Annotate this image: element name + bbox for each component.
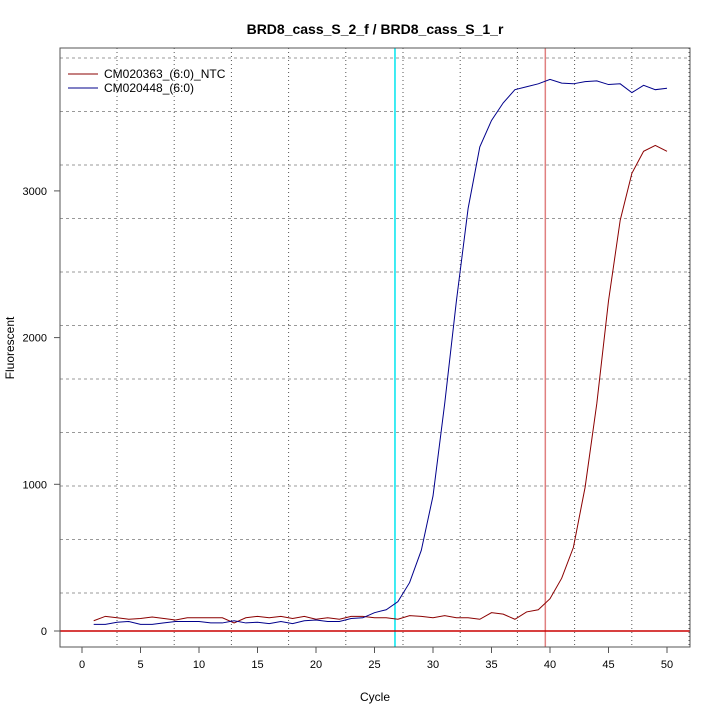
x-tick-label: 45	[602, 659, 614, 671]
x-tick-label: 50	[661, 659, 673, 671]
x-tick-label: 20	[310, 659, 322, 671]
series-line-1	[93, 78, 668, 625]
x-axis-label: Cycle	[360, 690, 390, 704]
series-group	[93, 78, 668, 625]
x-tick-label: 40	[544, 659, 556, 671]
y-axis-label: Fluorescent	[3, 316, 17, 379]
y-tick-label: 0	[41, 626, 47, 638]
legend-label-1: CM020448_(6:0)	[104, 81, 194, 95]
y-axis: 0 1000 2000 3000	[23, 186, 60, 638]
y-tick-label: 3000	[23, 186, 47, 198]
x-tick-label: 5	[137, 659, 143, 671]
legend: CM020363_(6:0)_NTC CM020448_(6:0)	[68, 67, 226, 95]
x-tick-label: 25	[368, 659, 380, 671]
x-tick-label: 35	[485, 659, 497, 671]
x-axis: 0 5 10 15 20 25 30 35 40 45 50	[79, 647, 673, 671]
y-tick-label: 2000	[23, 333, 47, 345]
markers	[60, 48, 690, 647]
x-tick-label: 30	[427, 659, 439, 671]
x-tick-label: 15	[251, 659, 263, 671]
x-tick-label: 10	[193, 659, 205, 671]
grid	[60, 48, 690, 647]
legend-label-0: CM020363_(6:0)_NTC	[104, 67, 226, 81]
plot-frame	[59, 47, 691, 648]
y-tick-label: 1000	[23, 479, 47, 491]
chart-title: BRD8_cass_S_2_f / BRD8_cass_S_1_r	[247, 21, 504, 37]
series-line-0	[93, 144, 668, 624]
x-tick-label: 0	[79, 659, 85, 671]
